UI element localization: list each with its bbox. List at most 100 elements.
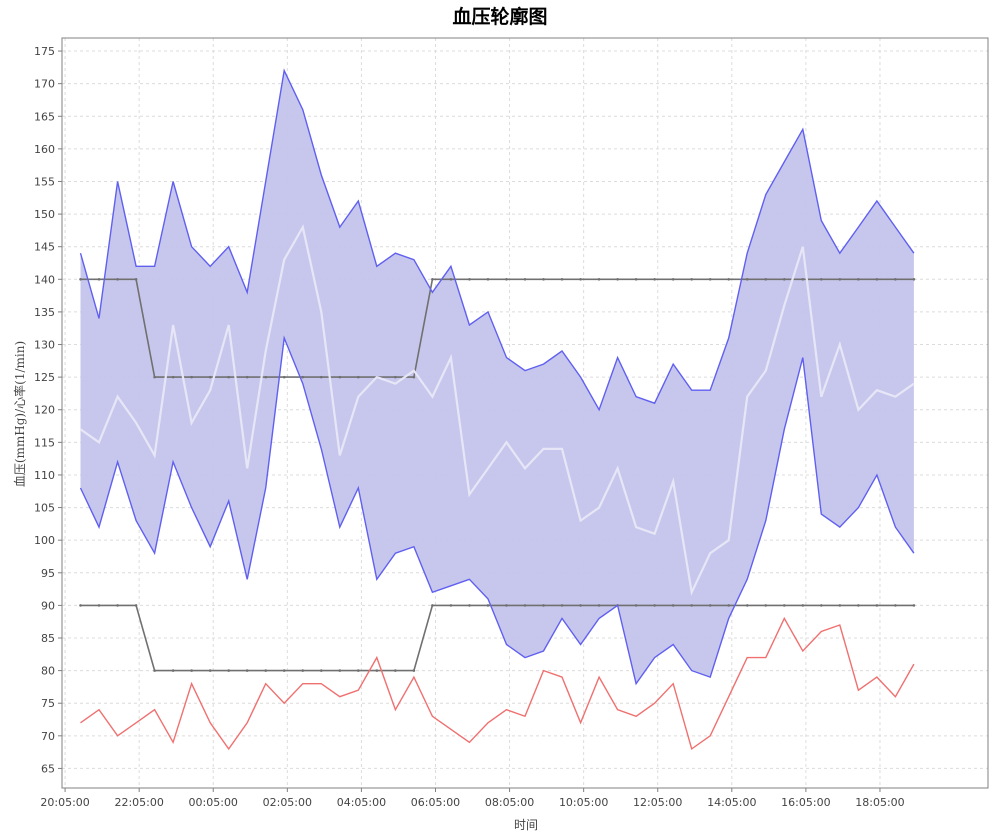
systolic-limit-line-point (708, 278, 712, 281)
diastolic-limit-line-point (134, 604, 138, 607)
y-tick-label: 160 (34, 143, 55, 156)
diastolic-limit-line-point (912, 604, 916, 607)
diastolic-limit-line-point (671, 604, 675, 607)
systolic-limit-line-point (227, 375, 230, 379)
systolic-limit-line-point (134, 278, 138, 281)
y-tick-label: 140 (34, 273, 55, 286)
diastolic-limit-line-point (634, 604, 638, 607)
systolic-limit-line-point (449, 278, 453, 281)
systolic-limit-line-point (560, 278, 564, 281)
y-tick-label: 130 (34, 339, 55, 352)
diastolic-limit-line-point (523, 604, 527, 607)
y-tick-label: 155 (34, 175, 55, 188)
diastolic-limit-line-point (79, 604, 82, 607)
diastolic-limit-line-point (394, 669, 397, 672)
diastolic-limit-line-point (560, 604, 564, 607)
y-tick-label: 70 (41, 730, 55, 743)
systolic-limit-line-point (671, 278, 675, 281)
x-tick-label: 06:05:00 (411, 796, 460, 809)
diastolic-limit-line-point (431, 604, 434, 607)
y-tick-label: 125 (34, 371, 55, 384)
systolic-limit-line-point (116, 278, 119, 281)
y-tick-label: 95 (41, 567, 55, 580)
x-tick-label: 18:05:00 (855, 796, 904, 809)
systolic-limit-line-point (245, 375, 249, 379)
systolic-limit-line-point (431, 278, 434, 281)
systolic-limit-line (80, 278, 914, 378)
systolic-limit-line-point (597, 278, 601, 281)
diastolic-limit-line-point (894, 604, 897, 607)
y-tick-label: 90 (41, 599, 55, 612)
heart-rate-line (80, 616, 915, 751)
y-tick-label: 80 (41, 665, 55, 678)
systolic-limit-line-point (301, 375, 305, 379)
y-tick-label: 170 (34, 78, 55, 91)
x-tick-label: 16:05:00 (781, 796, 830, 809)
systolic-limit-line-point (505, 278, 508, 281)
y-tick-label: 120 (34, 404, 55, 417)
systolic-limit-line-point (912, 278, 916, 281)
systolic-limit-line-point (79, 278, 82, 281)
y-axis-title: 血压(mmHg)/心率(1/min) (12, 341, 27, 487)
y-tick-label: 105 (34, 502, 55, 515)
systolic-limit-line-point (838, 278, 842, 281)
systolic-limit-line-point (894, 278, 897, 281)
systolic-limit-line-point (616, 278, 619, 281)
diastolic-limit-line-point (708, 604, 712, 607)
x-tick-label: 10:05:00 (559, 796, 608, 809)
y-tick-label: 110 (34, 469, 55, 482)
diastolic-limit-line-point (820, 604, 823, 607)
diastolic-limit-line-point (597, 604, 601, 607)
diastolic-limit-line-point (153, 669, 156, 672)
systolic-limit-line-point (634, 278, 638, 281)
x-tick-label: 20:05:00 (40, 796, 89, 809)
y-tick-label: 175 (34, 45, 55, 58)
diastolic-limit-line-point (764, 604, 768, 607)
systolic-limit-line-point (412, 375, 416, 379)
diastolic-limit-line-point (412, 669, 416, 672)
y-tick-label: 145 (34, 241, 55, 254)
diastolic-limit-line-point (857, 604, 860, 607)
diastolic-limit-line-point (486, 604, 490, 607)
systolic-limit-line-point (801, 278, 805, 281)
x-tick-label: 14:05:00 (707, 796, 756, 809)
diastolic-limit-line-point (338, 669, 342, 672)
x-tick-label: 02:05:00 (263, 796, 312, 809)
systolic-limit-line-point (764, 278, 768, 281)
diastolic-limit-line-point (264, 669, 268, 672)
axes: 65 70 75 80 85 90 95 100 105 110 115 120 125 130 135 14… (34, 45, 905, 809)
mean-pressure-line (79, 224, 915, 596)
diastolic-limit-line-point (375, 669, 379, 672)
x-tick-label: 08:05:00 (485, 796, 534, 809)
diastolic-limit-line-point (579, 604, 582, 607)
x-tick-label: 22:05:00 (114, 796, 163, 809)
systolic-limit-line-point (394, 375, 397, 379)
diastolic-limit-line-point (449, 604, 453, 607)
systolic-limit-line-point (579, 278, 582, 281)
y-tick-label: 75 (41, 697, 55, 710)
x-tick-label: 04:05:00 (337, 796, 386, 809)
systolic-limit-line-point (542, 278, 545, 281)
systolic-limit-line-point (190, 375, 193, 379)
systolic-limit-line-point (357, 375, 360, 379)
y-tick-label: 115 (34, 436, 55, 449)
diastolic-limit-line (80, 604, 914, 672)
x-axis-title: 时间 (514, 818, 538, 832)
systolic-limit-line-point (782, 278, 786, 281)
systolic-limit-line-point (745, 278, 749, 281)
diastolic-limit-line-point (97, 604, 101, 607)
diastolic-limit-line-point (319, 669, 323, 672)
systolic-line (79, 68, 915, 412)
systolic-limit-line-point (486, 278, 490, 281)
systolic-limit-line-point (653, 278, 656, 281)
diastolic-limit-line-point (801, 604, 805, 607)
diastolic-limit-line-point (745, 604, 749, 607)
diastolic-limit-line-point (227, 669, 230, 672)
bp-range-band (80, 70, 914, 684)
systolic-limit-line-point (208, 375, 212, 379)
diastolic-limit-line-point (171, 669, 175, 672)
diastolic-limit-line-point (690, 604, 693, 607)
diastolic-limit-line-point (542, 604, 545, 607)
diastolic-limit-line-point (838, 604, 842, 607)
systolic-limit-line-point (97, 278, 101, 281)
